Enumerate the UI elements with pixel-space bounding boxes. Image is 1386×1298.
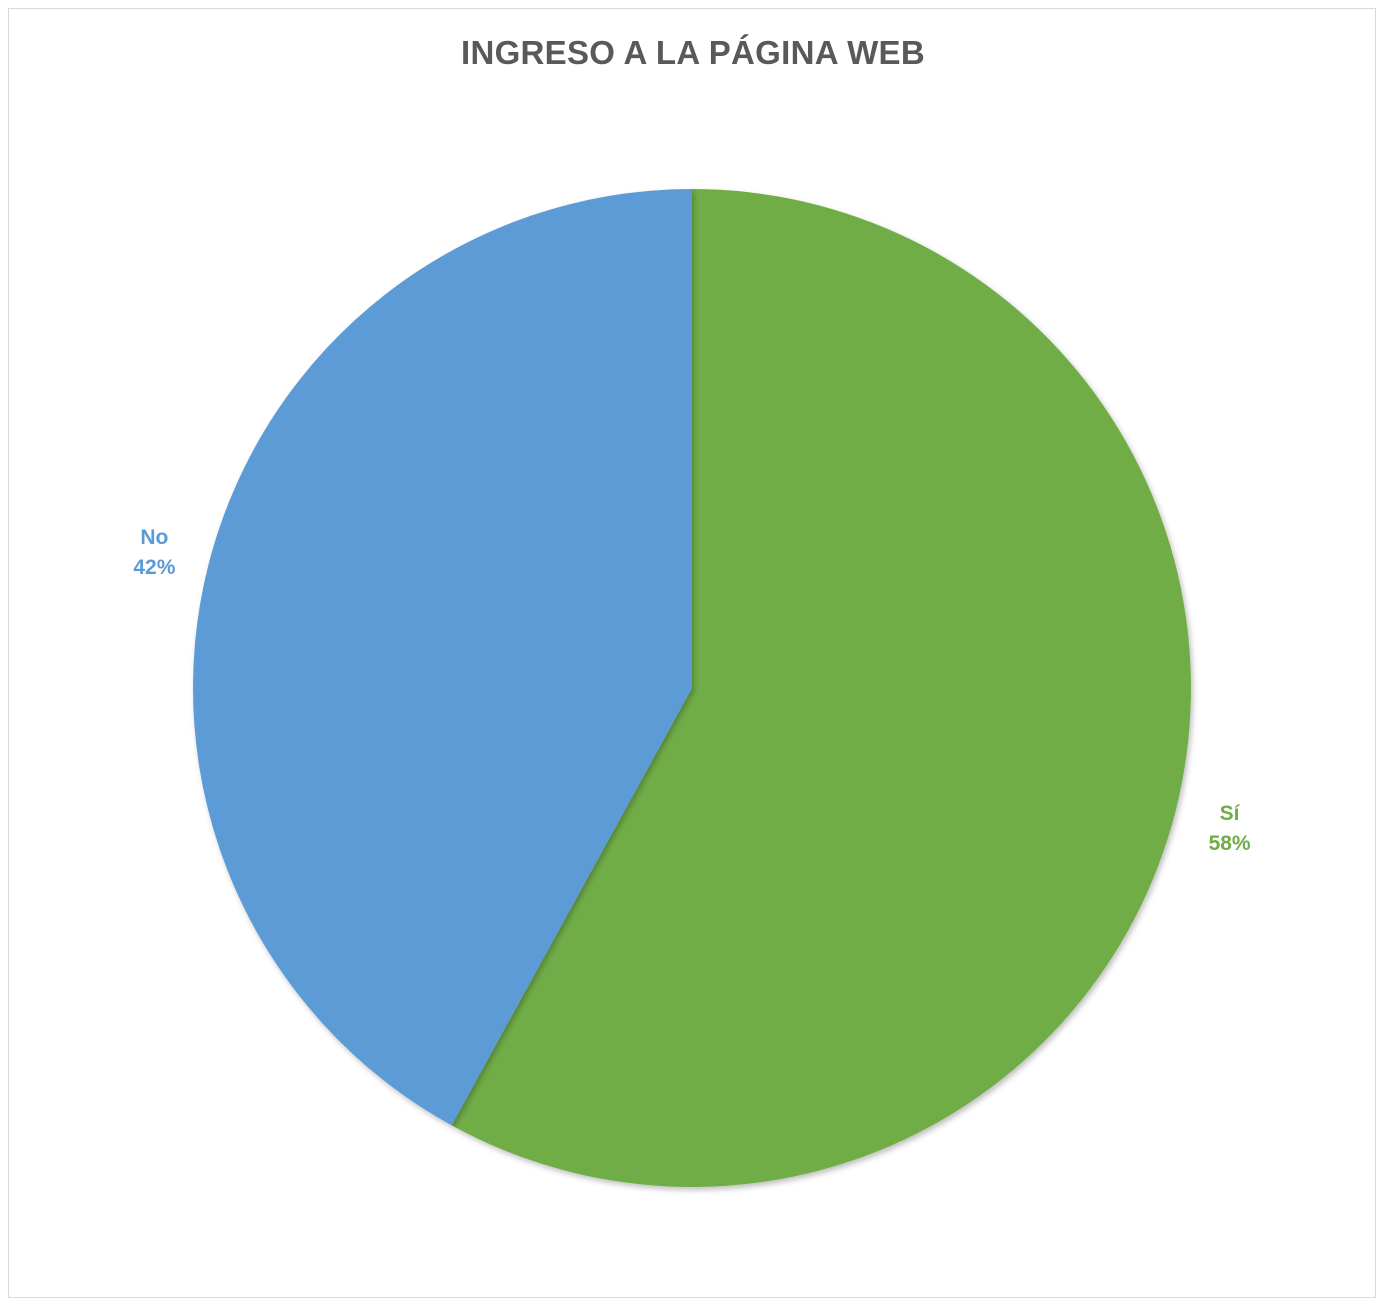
data-label-si: Sí 58% [1209, 802, 1251, 855]
pie-slice-no [192, 189, 693, 1126]
pie-slice-si [451, 189, 1191, 1187]
pie-slices [192, 189, 1191, 1187]
data-label-percent: 42% [133, 556, 175, 579]
data-label-no: No 42% [133, 526, 175, 579]
pie-labels: Sí 58% No 42% [133, 526, 1251, 855]
chart-title: INGRESO A LA PÁGINA WEB [460, 34, 926, 71]
data-label-percent: 58% [1209, 832, 1251, 855]
data-label-category: No [140, 526, 168, 549]
data-label-category: Sí [1220, 802, 1241, 825]
